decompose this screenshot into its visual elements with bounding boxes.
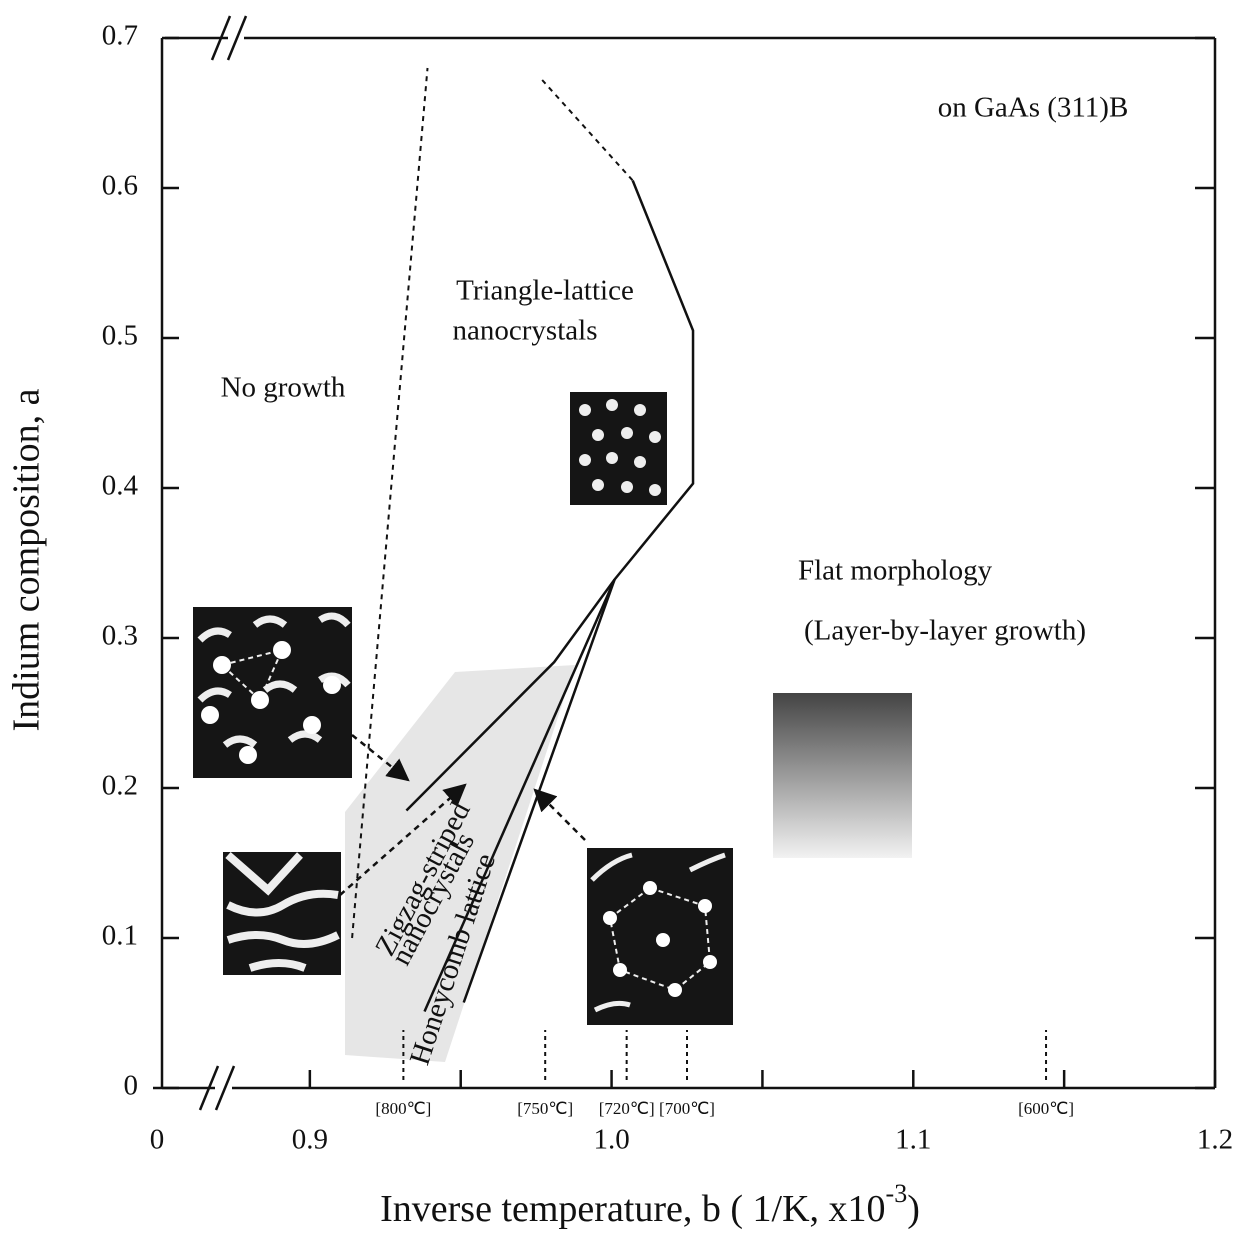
y-tick-label: 0.3 (102, 620, 138, 652)
x-axis-label-end: ) (907, 1188, 920, 1230)
x-axis-label: Inverse temperature, b ( 1/K, x10-3) (380, 1179, 920, 1230)
y-tick-label: 0.2 (102, 770, 138, 802)
y-tick-label: 0.4 (102, 470, 139, 502)
region-label: Flat morphology (798, 555, 993, 587)
x-axis-label-exponent: -3 (886, 1179, 908, 1208)
chart: Inverse temperature, b ( 1/K, x10-3) Ind… (0, 0, 1239, 1236)
inset-zigzag-stripes (223, 852, 341, 975)
inset-flat (773, 693, 912, 858)
x-tick-label: 1.2 (1197, 1124, 1233, 1156)
x-tick-label: 1.0 (593, 1124, 629, 1156)
region-label: nanocrystals (453, 315, 598, 347)
temperature-label: [600℃] (1018, 1099, 1074, 1118)
temperature-label: [700℃] (659, 1099, 715, 1118)
y-tick-label: 0 (124, 1070, 139, 1102)
axis-break (216, 1066, 234, 1110)
axis-break (228, 16, 246, 60)
inset-zigzag-dots (193, 607, 352, 778)
inset-honeycomb (587, 848, 733, 1025)
y-tick-label: 0.7 (102, 20, 138, 52)
y-tick-label: 0.6 (102, 170, 138, 202)
x-tick-label: 0.9 (292, 1124, 328, 1156)
y-tick-label: 0.1 (102, 920, 138, 952)
temperature-label: [750℃] (517, 1099, 573, 1118)
y-tick-label: 0.5 (102, 320, 138, 352)
temperature-label: [720℃] (599, 1099, 655, 1118)
y-axis-label: Indium composition, a (6, 388, 48, 731)
x-break-label: 0 (150, 1124, 165, 1156)
inset-triangle (570, 392, 667, 505)
temperature-label: [800℃] (375, 1099, 431, 1118)
region-label: (Layer-by-layer growth) (804, 615, 1086, 647)
x-tick-label: 1.1 (895, 1124, 931, 1156)
x-axis-label-main: Inverse temperature, b ( 1/K, x10 (380, 1188, 885, 1230)
annotation: on GaAs (311)B (938, 92, 1129, 124)
phase-boundary (542, 80, 633, 181)
region-label: Triangle-lattice (456, 275, 634, 307)
region-label: No growth (221, 372, 346, 404)
